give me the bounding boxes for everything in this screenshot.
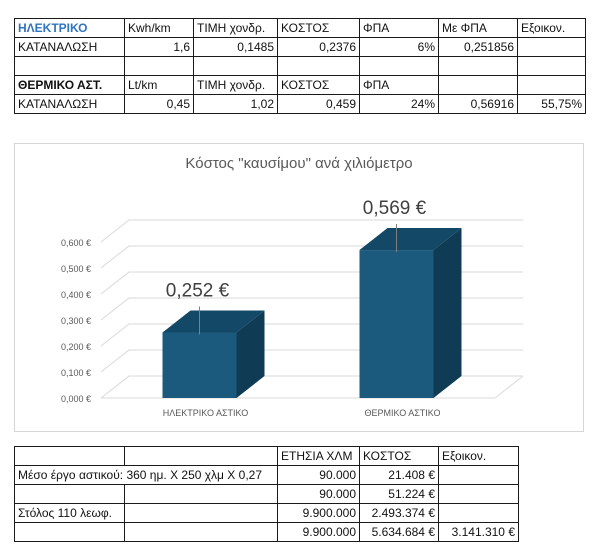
table-cell <box>193 56 278 76</box>
table-cell: 5.634.684 € <box>359 522 439 542</box>
table-row: ΗΛΕΚΤΡΙΚΟ Kwh/km ΤΙΜΗ χονδρ. ΚΟΣΤΟΣ ΦΠΑ … <box>14 18 586 38</box>
bar-side <box>236 310 265 398</box>
bar-front <box>162 332 237 398</box>
table-cell: 1,02 <box>193 94 278 114</box>
table-row: ΘΕΡΜΙΚΟ ΑΣΤ. Lt/km ΤΙΜΗ χονδρ. ΚΟΣΤΟΣ ΦΠ… <box>14 75 586 95</box>
table-cell <box>517 75 586 95</box>
table-cell <box>14 484 125 504</box>
table-row: ΚΑΤΑΝΑΛΩΣΗ 0,45 1,02 0,459 24% 0,56916 5… <box>14 94 586 114</box>
table-cell: 24% <box>359 94 439 114</box>
y-tick-label: 0,000 € <box>61 394 91 404</box>
y-tick-label: 0,400 € <box>61 290 91 300</box>
table-cell: 6% <box>359 37 439 57</box>
chart-labels: 0,000 € 0,100 € 0,200 € 0,300 € 0,400 € 0,500… <box>61 198 441 418</box>
table-cell: Στόλος 110 λεωφ. <box>14 503 125 523</box>
table-cell: 9.900.000 <box>277 522 360 542</box>
with-vat-header: Με ΦΠΑ <box>438 18 518 38</box>
chart-title: Κόστος "καυσίμου" ανά χιλιόμετρο <box>185 155 412 172</box>
bar-top <box>359 228 462 251</box>
table-row: ΚΑΤΑΝΑΛΩΣΗ 1,6 0,1485 0,2376 6% 0,251856 <box>14 37 586 57</box>
cost-header: ΚΟΣΤΟΣ <box>359 446 439 466</box>
annual-km-header: ΕΤΗΣΙΑ ΧΛΜ <box>277 446 360 466</box>
table-cell: 1,6 <box>124 37 194 57</box>
table-row <box>14 56 586 76</box>
x-category-label: ΗΛΕΚΤΡΙΚΟ ΑΣΤΙΚΟ <box>163 408 249 418</box>
table-cell: 0,1485 <box>193 37 278 57</box>
table-cell <box>438 465 519 485</box>
table-row: ΕΤΗΣΙΑ ΧΛΜ ΚΟΣΤΟΣ Εξοικον. <box>14 446 519 466</box>
savings-header: Εξοικον. <box>517 18 586 38</box>
chart-grid <box>100 219 524 399</box>
table-cell <box>438 56 518 76</box>
table-cell: 2.493.374 € <box>359 503 439 523</box>
table-cell: 0,2376 <box>277 37 360 57</box>
unit-header: Lt/km <box>124 75 194 95</box>
bar-front <box>359 250 434 398</box>
table-cell <box>124 56 194 76</box>
table-cell: 0,45 <box>124 94 194 114</box>
unit-header: Kwh/km <box>124 18 194 38</box>
table-cell: 90.000 <box>277 484 360 504</box>
table-cell: 0,56916 <box>438 94 518 114</box>
table-cell <box>14 446 125 466</box>
cost-header: ΚΟΣΤΟΣ <box>277 18 360 38</box>
table-cell <box>124 503 278 523</box>
table-cell <box>124 446 278 466</box>
table-cell <box>438 75 518 95</box>
y-tick-label: 0,600 € <box>61 238 91 248</box>
table-cell: 90.000 <box>277 465 360 485</box>
table-cell: 9.900.000 <box>277 503 360 523</box>
x-category-label: ΘΕΡΜΙΚΟ ΑΣΤΙΚΟ <box>364 408 440 418</box>
table-cell: 0,459 <box>277 94 360 114</box>
table-row: 9.900.000 5.634.684 € 3.141.310 € <box>14 522 519 542</box>
table-cell <box>438 503 519 523</box>
table-cell <box>14 522 125 542</box>
y-tick-label: 0,500 € <box>61 264 91 274</box>
table-cell <box>14 56 125 76</box>
table-cell <box>438 484 519 504</box>
data-label: 0,252 € <box>166 280 230 301</box>
y-tick-label: 0,200 € <box>61 342 91 352</box>
table-cell: ΚΑΤΑΝΑΛΩΣΗ <box>14 37 125 57</box>
vat-header: ΦΠΑ <box>359 75 439 95</box>
table-row: Μέσο έργο αστικού: 360 ημ. Χ 250 χλμ Χ 0… <box>14 465 519 485</box>
table-cell: 3.141.310 € <box>438 522 519 542</box>
cost-per-km-chart: Κόστος "καυσίμου" ανά χιλιόμετρο 0,000 €… <box>14 143 584 432</box>
table-row: 90.000 51.224 € <box>14 484 519 504</box>
table-cell: 21.408 € <box>359 465 439 485</box>
bar-side <box>433 228 462 398</box>
table-cell <box>517 56 586 76</box>
table-cell <box>359 56 439 76</box>
chart-svg: Κόστος "καυσίμου" ανά χιλιόμετρο 0,000 €… <box>61 155 524 418</box>
table-row: Στόλος 110 λεωφ. 9.900.000 2.493.374 € <box>14 503 519 523</box>
table-cell <box>124 522 278 542</box>
cost-header: ΚΟΣΤΟΣ <box>277 75 360 95</box>
price-header: ΤΙΜΗ χονδρ. <box>193 75 278 95</box>
table-cell: Μέσο έργο αστικού: 360 ημ. Χ 250 χλμ Χ 0… <box>14 465 278 485</box>
thermal-header: ΘΕΡΜΙΚΟ ΑΣΤ. <box>14 75 125 95</box>
bar-top <box>162 310 265 333</box>
chart-bars <box>162 228 462 398</box>
table-cell: 51.224 € <box>359 484 439 504</box>
data-label: 0,569 € <box>363 198 427 219</box>
annual-cost-table: ΕΤΗΣΙΑ ΧΛΜ ΚΟΣΤΟΣ Εξοικον. Μέσο έργο αστ… <box>14 446 519 542</box>
table-cell <box>517 37 586 57</box>
table-cell: ΚΑΤΑΝΑΛΩΣΗ <box>14 94 125 114</box>
gridline <box>100 219 523 243</box>
table-cell <box>124 484 278 504</box>
floor-edge <box>494 375 524 399</box>
savings-header: Εξοικον. <box>438 446 519 466</box>
table-cell: 55,75% <box>517 94 586 114</box>
vat-header: ΦΠΑ <box>359 18 439 38</box>
y-tick-label: 0,100 € <box>61 368 91 378</box>
price-header: ΤΙΜΗ χονδρ. <box>193 18 278 38</box>
table-cell: 0,251856 <box>438 37 518 57</box>
table-cell <box>277 56 360 76</box>
consumption-table: ΗΛΕΚΤΡΙΚΟ Kwh/km ΤΙΜΗ χονδρ. ΚΟΣΤΟΣ ΦΠΑ … <box>14 18 586 114</box>
y-tick-label: 0,300 € <box>61 316 91 326</box>
electric-header: ΗΛΕΚΤΡΙΚΟ <box>14 18 125 38</box>
